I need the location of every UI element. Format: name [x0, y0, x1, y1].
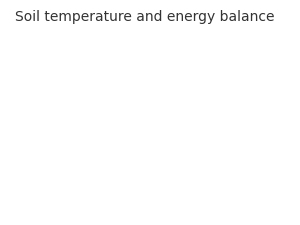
Text: Soil temperature and energy balance: Soil temperature and energy balance: [15, 10, 274, 24]
